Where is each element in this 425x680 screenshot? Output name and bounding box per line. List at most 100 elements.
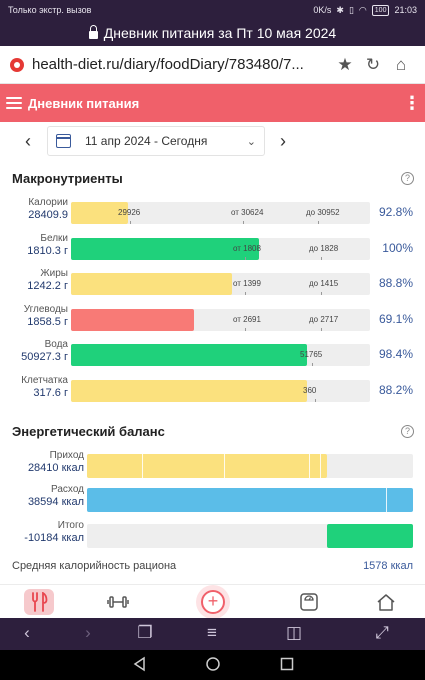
- energy-bar-fill: [87, 454, 327, 478]
- prev-day-button[interactable]: ‹: [25, 131, 31, 151]
- tick-mark: [245, 328, 246, 331]
- energy-bar: [87, 488, 413, 512]
- bar-divider: [309, 454, 310, 478]
- macro-target-tick: 29926: [118, 208, 141, 217]
- url-text[interactable]: health-diet.ru/diary/foodDiary/783480/7.…: [32, 56, 304, 73]
- macro-row: Белки 1810.3 г от 1808 до 1828 100%: [0, 230, 425, 264]
- url-bar: health-diet.ru/diary/foodDiary/783480/7.…: [0, 46, 425, 84]
- tick-mark: [312, 363, 313, 366]
- macro-progress-fill: [71, 238, 259, 260]
- macro-progress-bar: от 1399 до 1415: [71, 273, 370, 295]
- wifi-icon: ◠: [358, 4, 367, 15]
- menu-icon[interactable]: [6, 97, 22, 109]
- bar-divider: [142, 454, 143, 478]
- tick-mark: [321, 328, 322, 331]
- macro-row: Жиры 1242.2 г от 1399 до 1415 88.8%: [0, 265, 425, 299]
- nav-fitness-button[interactable]: [103, 589, 133, 615]
- macro-name: Клетчатка: [21, 375, 68, 386]
- help-icon[interactable]: ?: [401, 425, 414, 438]
- recents-square-icon[interactable]: [277, 656, 297, 672]
- energy-value: -10184 ккал: [24, 532, 84, 544]
- dumbbell-icon: [107, 596, 129, 608]
- macro-target-tick: до 1828: [309, 244, 339, 253]
- tick-mark: [321, 257, 322, 260]
- lock-icon: [88, 25, 98, 39]
- macro-percent: 98.4%: [378, 347, 413, 361]
- macro-value: 1810.3 г: [27, 245, 68, 257]
- date-label: 11 апр 2024 - Сегодня: [85, 134, 208, 148]
- home-circle-icon[interactable]: [203, 656, 223, 672]
- macro-target-tick: от 1399: [233, 279, 261, 288]
- energy-row-expense: Расход 38594 ккал: [0, 484, 425, 514]
- macro-value: 1242.2 г: [27, 280, 68, 292]
- tabs-icon[interactable]: ❐: [137, 623, 153, 642]
- macro-progress-fill: [71, 309, 194, 331]
- energy-bar-fill: [327, 524, 413, 548]
- macro-target-tick: до 1415: [309, 279, 339, 288]
- macro-value: 317.6 г: [33, 387, 68, 399]
- date-dropdown[interactable]: 11 апр 2024 - Сегодня ⌄: [47, 126, 265, 156]
- home-icon: [377, 594, 395, 611]
- reload-icon[interactable]: ↻: [365, 54, 381, 74]
- tick-mark: [245, 257, 246, 260]
- energy-row-income: Приход 28410 ккал: [0, 450, 425, 480]
- system-navigation: [0, 650, 425, 680]
- nav-weight-button[interactable]: [294, 589, 324, 615]
- macro-progress-fill: [71, 380, 307, 402]
- bar-divider: [386, 488, 387, 512]
- macro-percent: 88.2%: [378, 383, 413, 397]
- energy-value: 28410 ккал: [27, 462, 84, 474]
- average-calories: Средняя калорийность рациона 1578 ккал: [12, 560, 413, 572]
- browser-toolbar: ‹ › ❐ ≡ ◫ ⤢: [0, 618, 425, 650]
- next-day-button[interactable]: ›: [280, 131, 286, 151]
- fork-knife-icon: [32, 592, 48, 612]
- bluetooth-icon: ✱: [336, 4, 344, 15]
- bar-divider: [224, 454, 225, 478]
- calendar-icon: [56, 134, 71, 148]
- page-title: Дневник питания за Пт 10 мая 2024: [103, 25, 337, 41]
- macro-progress-bar: 51765: [71, 344, 370, 366]
- macro-value: 1858.5 г: [27, 316, 68, 328]
- app-title: Дневник питания: [28, 95, 140, 111]
- macro-name: Жиры: [40, 268, 68, 279]
- energy-value: 38594 ккал: [27, 496, 84, 508]
- forward-icon[interactable]: ›: [85, 623, 91, 642]
- home-icon[interactable]: ⌂: [395, 54, 407, 74]
- macro-target-tick: до 2717: [309, 315, 339, 324]
- browser-title-bar: Дневник питания за Пт 10 мая 2024: [0, 20, 425, 46]
- scale-icon: [300, 593, 318, 611]
- clock: 21:03: [394, 5, 417, 15]
- macro-value: 50927.3 г: [21, 351, 68, 363]
- back-icon[interactable]: ‹: [24, 623, 30, 642]
- tick-mark: [318, 221, 319, 224]
- energy-label: Итого: [57, 520, 84, 531]
- nav-home-button[interactable]: [371, 589, 401, 615]
- macro-progress-fill: [71, 344, 307, 366]
- macro-progress-fill: [71, 273, 232, 295]
- energy-label: Приход: [49, 450, 84, 461]
- tick-mark: [321, 292, 322, 295]
- menu-icon[interactable]: ≡: [207, 623, 217, 642]
- add-icon: +: [201, 590, 225, 614]
- split-view-icon[interactable]: ◫: [285, 623, 303, 642]
- nav-add-button[interactable]: +: [194, 585, 232, 619]
- bar-divider: [320, 454, 321, 478]
- macro-name: Калории: [28, 197, 68, 208]
- help-icon[interactable]: ?: [401, 172, 414, 185]
- fullscreen-icon[interactable]: ⤢: [375, 623, 389, 642]
- bottom-navigation: +: [0, 584, 425, 618]
- tick-mark: [243, 221, 244, 224]
- more-options-icon[interactable]: ⋮: [403, 93, 421, 113]
- average-calories-label: Средняя калорийность рациона: [12, 560, 177, 572]
- macro-name: Белки: [40, 233, 68, 244]
- bookmark-star-icon[interactable]: ★: [337, 54, 353, 74]
- energy-bar: [87, 524, 413, 548]
- app-header: Дневник питания ⋮: [0, 84, 425, 122]
- status-text: Только экстр. вызов: [8, 5, 92, 15]
- tick-mark: [130, 221, 131, 224]
- macro-progress-bar: 29926 от 30624 до 30952: [71, 202, 370, 224]
- macro-target-tick: до 30952: [306, 208, 340, 217]
- network-speed: 0K/s: [313, 5, 332, 15]
- back-triangle-icon[interactable]: [130, 656, 150, 672]
- nav-diary-button[interactable]: [24, 589, 54, 615]
